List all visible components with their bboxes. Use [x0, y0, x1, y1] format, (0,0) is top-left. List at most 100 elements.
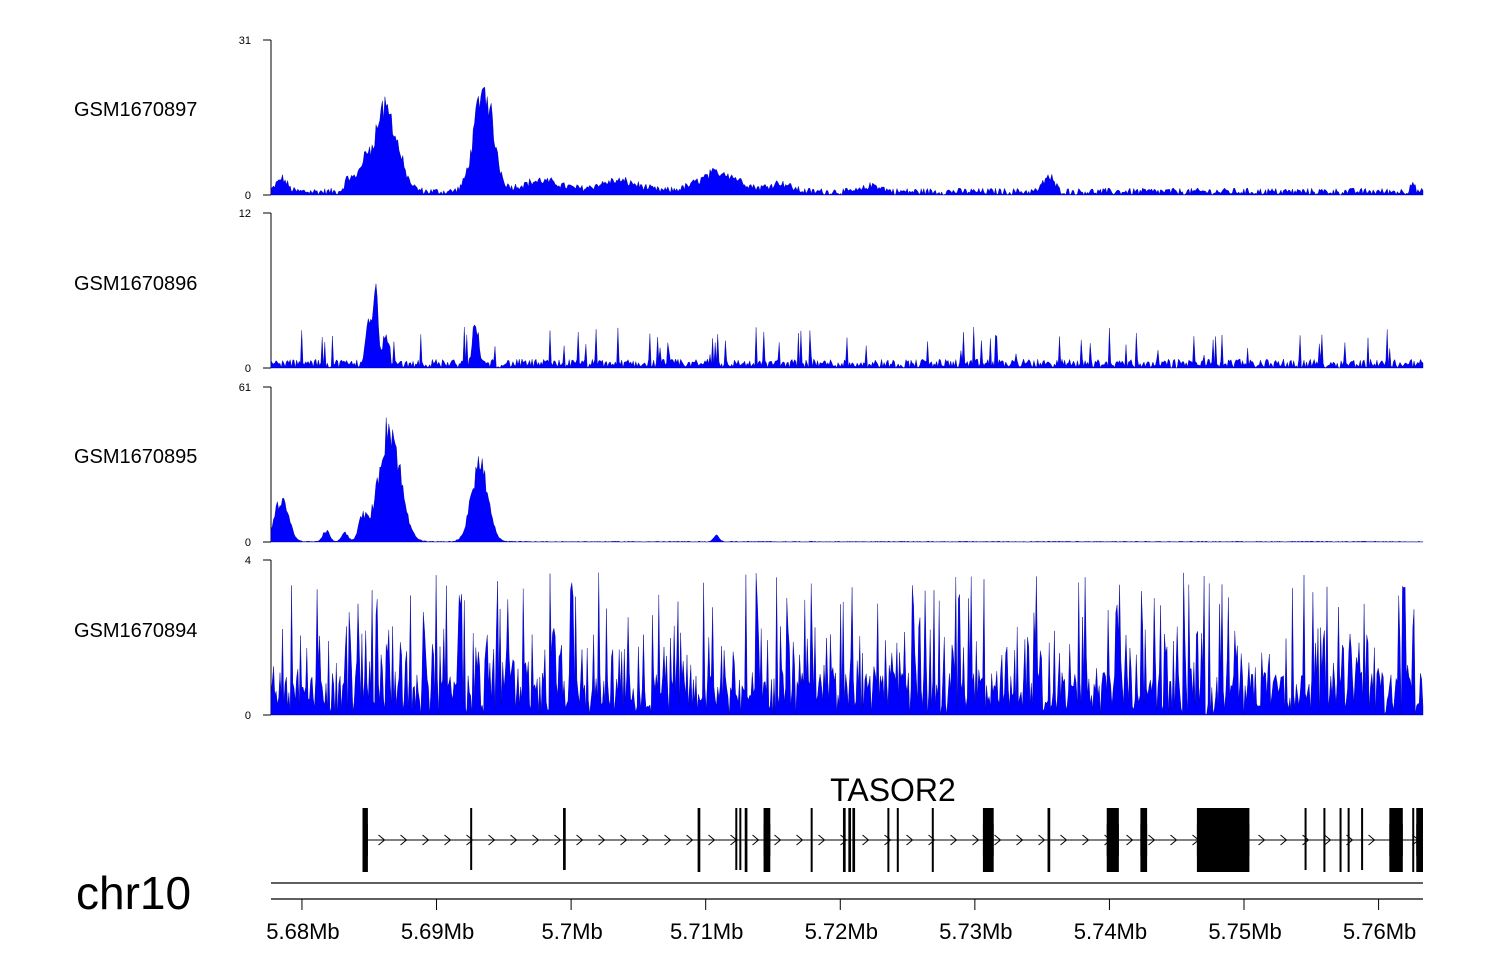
strand-arrow — [1148, 834, 1156, 846]
strand-arrow — [488, 834, 496, 846]
gene-exon — [1347, 808, 1350, 872]
gene-exon — [842, 808, 846, 872]
gene-exon — [563, 808, 566, 870]
tick-label: 5.71Mb — [670, 919, 743, 944]
gene-exon — [810, 808, 813, 872]
tick-label: 5.74Mb — [1074, 919, 1147, 944]
track-GSM1670895: GSM1670895 61 0 — [74, 382, 1424, 549]
gene-exon — [744, 808, 748, 872]
gene-exon — [1323, 808, 1326, 872]
strand-arrow — [620, 834, 628, 846]
strand-arrow — [1060, 834, 1068, 846]
gene-exon — [1361, 808, 1364, 870]
gene-exon-body — [982, 824, 994, 856]
strand-arrow — [774, 834, 782, 846]
gene-exon — [739, 808, 742, 870]
strand-arrow — [1126, 834, 1134, 846]
strand-arrow — [818, 834, 826, 846]
strand-arrow — [928, 834, 936, 846]
tick-label: 5.72Mb — [805, 919, 878, 944]
y-min-label: 0 — [245, 710, 251, 722]
tick-label: 5.69Mb — [401, 919, 474, 944]
strand-arrow — [554, 834, 562, 846]
track-label: GSM1670897 — [74, 99, 197, 121]
track-GSM1670897: GSM1670897 31 0 — [74, 35, 1424, 202]
tick-label: 5.73Mb — [939, 919, 1012, 944]
y-min-label: 0 — [245, 363, 251, 375]
signal-tracks: GSM1670897310GSM1670896120GSM1670895610G… — [74, 35, 1424, 722]
gene-exon — [1412, 808, 1415, 872]
gene-exon-body — [1140, 824, 1148, 856]
strand-arrow — [1258, 834, 1266, 846]
y-max-label: 4 — [245, 555, 251, 567]
y-max-label: 31 — [239, 35, 251, 47]
y-max-label: 61 — [239, 382, 251, 394]
gene-exon — [887, 808, 890, 872]
strand-arrow — [1082, 834, 1090, 846]
strand-arrow — [642, 834, 650, 846]
gene-exon — [896, 808, 899, 872]
gene-exon-body — [1106, 824, 1119, 856]
strand-arrow — [862, 834, 870, 846]
strand-arrow — [796, 834, 804, 846]
tick-label: 5.75Mb — [1208, 919, 1281, 944]
gene-exon-body — [1196, 824, 1250, 856]
gene-exon — [1339, 808, 1342, 872]
gene-exon-body — [763, 824, 771, 856]
signal-area — [270, 283, 1424, 369]
gene-label: TASOR2 — [830, 772, 956, 808]
axis-ticks: 5.68Mb 5.69Mb 5.7Mb 5.71Mb 5.72Mb 5.73Mb 5.74M… — [266, 899, 1416, 944]
gene-exon — [931, 808, 934, 872]
gene-exon-body — [362, 824, 368, 856]
gene-annotation-track: TASOR2 — [362, 772, 1423, 872]
signal-area — [270, 572, 1424, 716]
chromosome-label: chr10 — [76, 867, 191, 919]
gene-exon — [735, 808, 738, 870]
gene-exon — [470, 808, 473, 870]
track-GSM1670894: GSM1670894 4 0 — [74, 555, 1424, 722]
strand-arrow — [510, 834, 518, 846]
strand-arrow — [598, 834, 606, 846]
strand-arrow — [686, 834, 694, 846]
tick-label: 5.7Mb — [542, 919, 603, 944]
strand-arrow — [1368, 834, 1376, 846]
strand-arrow — [950, 834, 958, 846]
track-label: GSM1670896 — [74, 273, 197, 295]
track-label: GSM1670894 — [74, 620, 197, 642]
strand-arrow — [994, 834, 1002, 846]
track-GSM1670896: GSM1670896 12 0 — [74, 208, 1424, 375]
signal-area — [270, 417, 1424, 543]
strand-arrow — [972, 834, 980, 846]
strand-arrow — [466, 834, 474, 846]
gene-exon — [852, 808, 856, 872]
genomic-axis: chr10 5.68Mb 5.69Mb 5.7Mb 5.71Mb 5.72Mb 5.73M… — [76, 867, 1423, 944]
gene-exon-body — [1389, 824, 1403, 856]
gene-model-TASOR2 — [362, 808, 1423, 872]
strand-arrow — [708, 834, 716, 846]
gene-exon — [1304, 808, 1307, 870]
strand-arrow — [1170, 834, 1178, 846]
strand-arrow — [1016, 834, 1024, 846]
strand-arrow — [422, 834, 430, 846]
strand-arrow — [884, 834, 892, 846]
gene-exon — [1047, 808, 1051, 872]
strand-arrow — [1302, 834, 1310, 846]
tick-label: 5.68Mb — [266, 919, 339, 944]
strand-arrow — [752, 834, 760, 846]
strand-arrow — [444, 834, 452, 846]
strand-arrow — [1038, 834, 1046, 846]
track-label: GSM1670895 — [74, 446, 197, 468]
strand-arrow — [840, 834, 848, 846]
strand-arrow — [400, 834, 408, 846]
y-min-label: 0 — [245, 190, 251, 202]
gene-exon — [697, 808, 701, 872]
strand-arrow — [576, 834, 584, 846]
strand-arrow — [1324, 834, 1332, 846]
gene-exon-body — [1416, 824, 1423, 856]
y-max-label: 12 — [239, 208, 251, 220]
y-min-label: 0 — [245, 537, 251, 549]
strand-arrow — [664, 834, 672, 846]
gene-exon — [848, 808, 852, 872]
strand-arrow — [378, 834, 386, 846]
